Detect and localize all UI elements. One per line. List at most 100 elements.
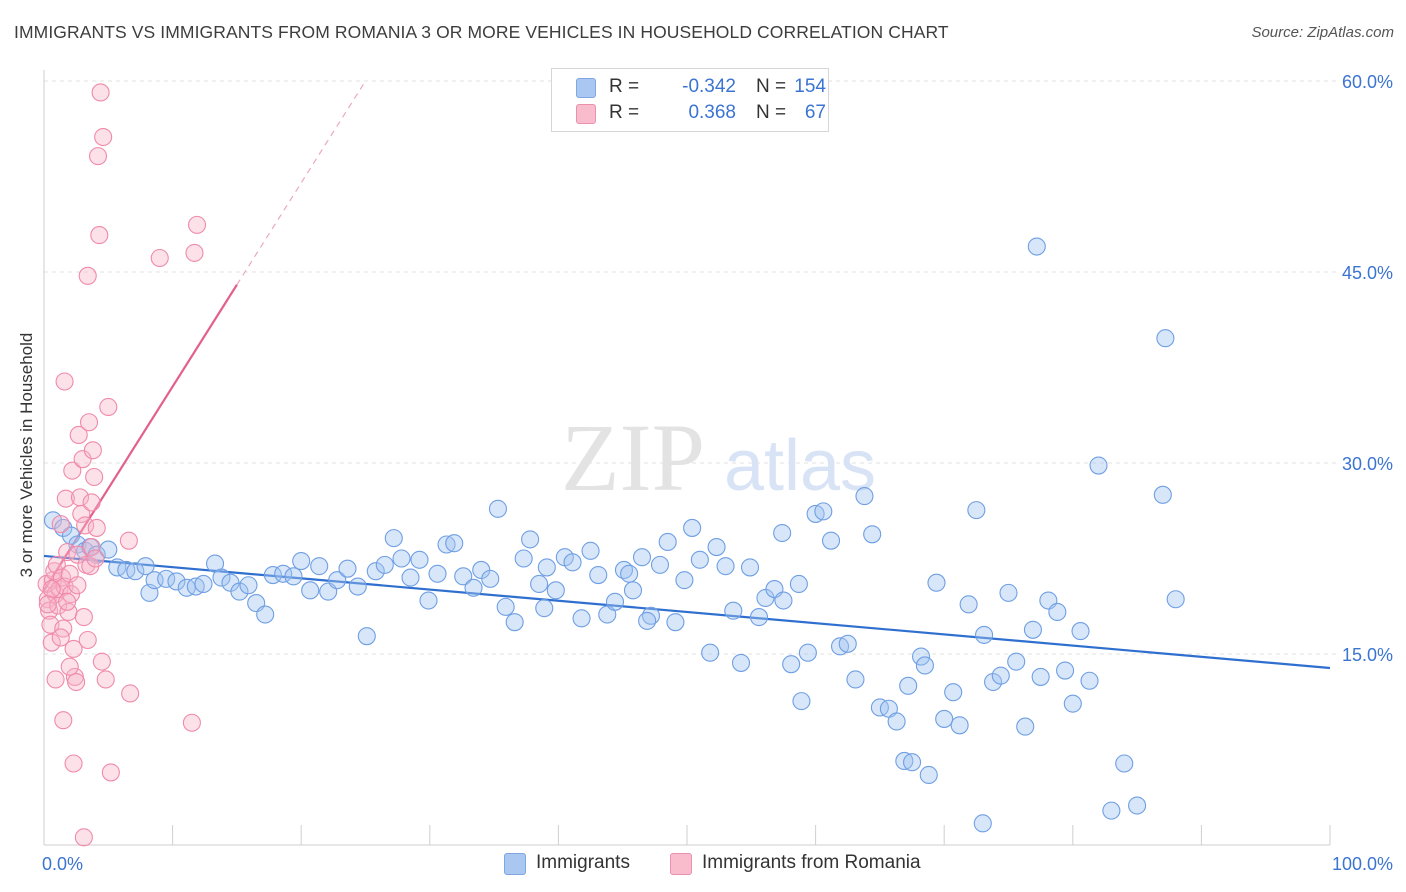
axes (43, 70, 1331, 846)
point-immigrants (256, 605, 275, 624)
point-immigrants (1115, 754, 1134, 773)
point-immigrants (464, 578, 483, 597)
point-immigrants (895, 751, 914, 771)
gridlines (44, 80, 1338, 655)
point-immigrants (899, 676, 918, 695)
point-immigrants (419, 591, 438, 610)
point-immigrants (973, 814, 992, 833)
point-immigrants (620, 564, 639, 583)
point-immigrants (792, 692, 811, 711)
point-romania (74, 608, 93, 627)
point-immigrants (650, 555, 670, 574)
point-immigrants (683, 518, 702, 537)
point-immigrants (428, 564, 447, 583)
watermark: ZIP atlas (561, 404, 876, 511)
watermark-atlas: atlas (724, 426, 876, 506)
point-romania (76, 516, 95, 535)
point-immigrants (410, 550, 429, 569)
point-immigrants (505, 613, 524, 632)
point-romania (78, 630, 97, 650)
point-romania (68, 576, 87, 595)
point-romania (68, 545, 87, 564)
point-immigrants (855, 487, 874, 506)
point-immigrants (623, 581, 643, 600)
point-romania (58, 592, 77, 611)
point-immigrants (310, 557, 329, 576)
point-romania (63, 461, 82, 480)
point-immigrants (1048, 602, 1067, 622)
data-points (37, 83, 1185, 847)
point-immigrants (546, 581, 565, 600)
point-immigrants (581, 541, 600, 560)
point-immigrants (589, 566, 608, 585)
point-immigrants (292, 551, 311, 571)
point-immigrants (328, 571, 347, 590)
point-immigrants (814, 502, 833, 521)
point-immigrants (230, 582, 249, 601)
chart-title: IMMIGRANTS VS IMMIGRANTS FROM ROMANIA 3 … (14, 22, 949, 42)
point-immigrants (514, 549, 533, 568)
point-immigrants (530, 574, 549, 594)
point-romania (121, 684, 140, 703)
point-immigrants (774, 591, 793, 610)
point-immigrants (716, 557, 735, 576)
point-romania (150, 248, 169, 268)
point-romania (90, 226, 109, 245)
point-immigrants (701, 643, 720, 662)
point-romania (54, 711, 73, 730)
legend-r-value: 0.368 (688, 102, 736, 123)
point-immigrants (902, 753, 922, 772)
point-romania (72, 504, 91, 523)
point-immigrants (1166, 590, 1185, 609)
bottom-legend-swatch (504, 853, 526, 875)
point-romania (79, 413, 99, 432)
legend-r-label: R = (609, 76, 640, 97)
point-romania (87, 518, 106, 537)
point-romania (64, 639, 83, 658)
legend-n-label: N = (756, 102, 787, 123)
legend-n-label: N = (756, 76, 787, 97)
point-immigrants (496, 597, 515, 616)
point-immigrants (950, 716, 969, 735)
point-immigrants (1102, 801, 1121, 820)
point-immigrants (1027, 237, 1046, 256)
point-romania (88, 147, 108, 166)
point-immigrants (145, 571, 164, 590)
y-tick-label: 30.0% (1342, 454, 1393, 474)
point-romania (187, 215, 207, 234)
point-immigrants (782, 655, 801, 674)
point-immigrants (632, 548, 652, 567)
point-immigrants (675, 571, 694, 590)
point-immigrants (537, 558, 556, 577)
point-immigrants (666, 613, 685, 632)
stats-legend: R = -0.342 N = 154 R = 0.368 N = 67 (551, 68, 829, 132)
bottom-legend-swatch (670, 853, 692, 875)
point-immigrants (1156, 329, 1175, 348)
point-immigrants (239, 576, 258, 595)
point-immigrants (1153, 485, 1172, 504)
point-immigrants (749, 608, 769, 627)
point-romania (78, 266, 97, 285)
point-immigrants (846, 670, 865, 689)
point-immigrants (967, 501, 986, 520)
point-romania (119, 531, 138, 550)
point-romania (99, 397, 118, 417)
point-romania (185, 243, 204, 262)
bottom-legend-label: Immigrants (536, 852, 630, 873)
point-immigrants (454, 567, 473, 586)
tick-labels: 15.0% 30.0% 45.0% 60.0% 0.0% 100.0% (42, 72, 1393, 874)
bottom-legend-label: Immigrants from Romania (702, 852, 921, 873)
point-romania (82, 537, 101, 557)
point-immigrants (301, 581, 320, 600)
legend-r-value: -0.342 (682, 76, 736, 97)
legend-r-label: R = (609, 102, 640, 123)
point-romania (58, 543, 77, 562)
legend-n-value: 67 (804, 102, 826, 123)
point-immigrants (927, 573, 946, 592)
point-immigrants (437, 535, 456, 554)
point-immigrants (348, 577, 367, 596)
point-immigrants (1128, 796, 1147, 815)
point-immigrants (638, 611, 657, 630)
trend-lines (43, 80, 1331, 670)
